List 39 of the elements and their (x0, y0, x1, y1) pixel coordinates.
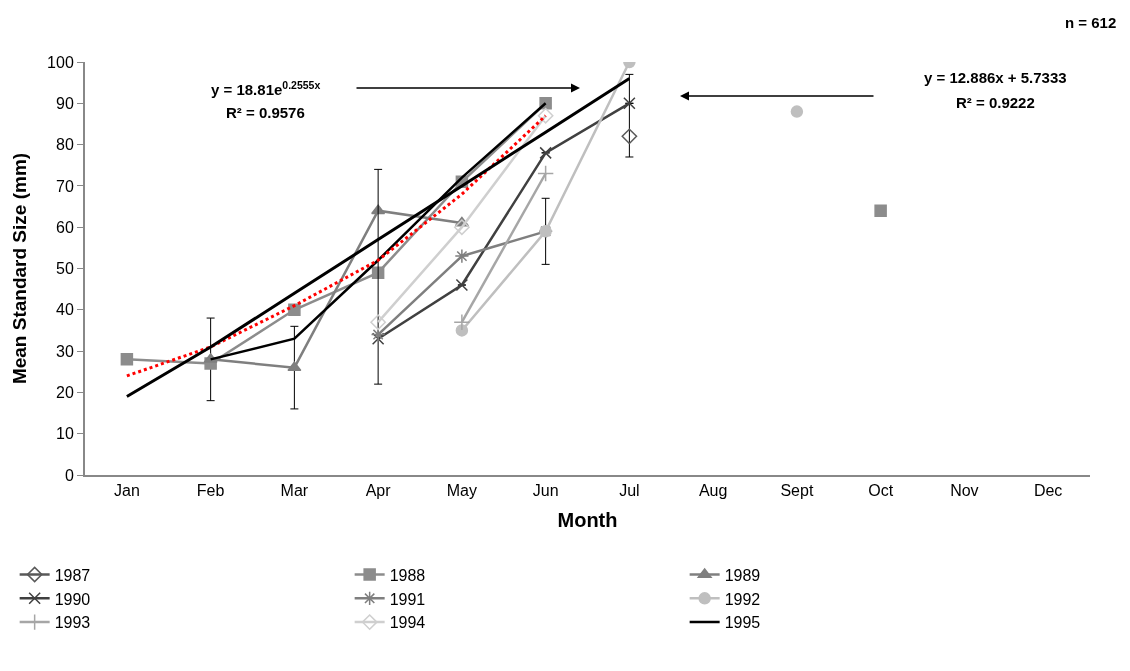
y-tick-label: 90 (56, 94, 74, 112)
x-tick-label: Nov (950, 482, 979, 500)
y-tick-label: 70 (56, 177, 74, 195)
x-tick-label: Oct (868, 482, 894, 500)
x-tick-label: Jun (532, 482, 559, 500)
x-tick-label: Apr (365, 482, 392, 500)
y-tick-label: 40 (56, 301, 74, 319)
y-axis-title: Mean Standard Size (mm) (9, 152, 31, 385)
y-tick-label: 30 (56, 342, 74, 360)
x-tick-label: Jan (113, 482, 140, 500)
x-tick-label: Sept (780, 482, 814, 500)
x-tick-label: Dec (1033, 482, 1063, 500)
x-tick-label: Feb (196, 482, 225, 500)
y-tick-label: 0 (64, 466, 74, 484)
y-tick-label: 80 (56, 136, 74, 154)
y-tick-label: 60 (56, 218, 74, 236)
annotation: R² = 0.9222 (956, 94, 1035, 111)
legend-label: 1991 (389, 590, 426, 608)
text: n = 612 (1065, 14, 1117, 31)
annotation: y = 18.81e$^{0.2555x}$ (211, 79, 321, 99)
legend-label: 1993 (54, 614, 91, 632)
x-tick-label: May (446, 482, 477, 500)
legend-label: 1992 (724, 590, 761, 608)
annotation: y = 12.886x + 5.7333 (924, 69, 1067, 86)
y-tick-label: 20 (56, 384, 74, 401)
x-tick-label: Aug (698, 482, 728, 500)
x-tick-label: Jul (619, 482, 640, 500)
x-tick-label: Mar (280, 482, 309, 500)
y-tick-label: 100 (47, 53, 74, 71)
annotation: R² = 0.9576 (226, 104, 305, 121)
y-tick-label: 50 (56, 260, 74, 278)
legend-label: 1987 (54, 566, 91, 584)
x-axis-title: Month (557, 509, 618, 532)
legend-label: 1990 (54, 590, 91, 608)
legend-label: 1994 (389, 614, 426, 632)
y-tick-label: 10 (56, 425, 74, 443)
legend-label: 1995 (724, 614, 761, 632)
legend-label: 1988 (389, 566, 426, 584)
legend-label: 1989 (724, 566, 761, 584)
